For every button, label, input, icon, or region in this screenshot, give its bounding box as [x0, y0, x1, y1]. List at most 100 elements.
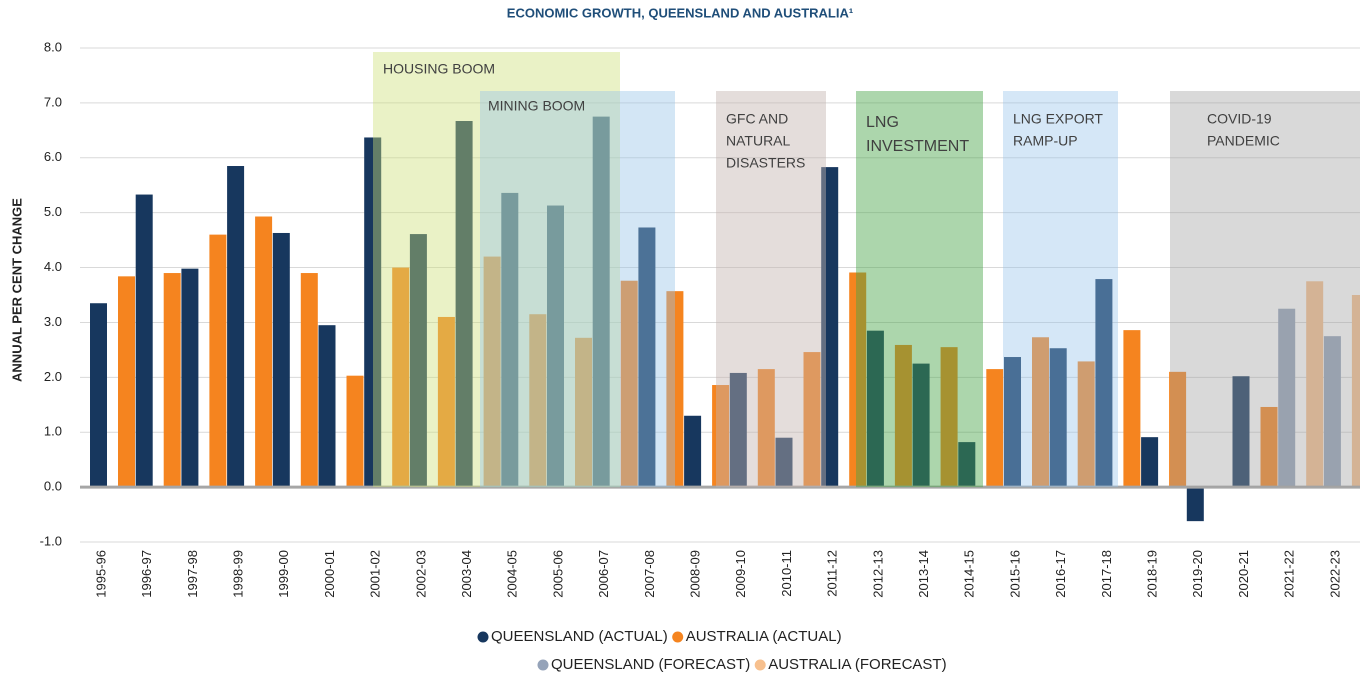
bar [483, 256, 501, 488]
x-tick-label: 2018-19 [1145, 550, 1160, 598]
x-tick-label: 2001-02 [368, 550, 383, 598]
bar [757, 369, 775, 488]
bar [392, 267, 410, 488]
bar [958, 442, 976, 488]
bar [803, 352, 821, 488]
legend-marker [672, 631, 684, 643]
y-tick-label: 0.0 [44, 479, 62, 494]
x-tick-label: 2022-23 [1327, 550, 1342, 598]
region-label: NATURAL [726, 133, 791, 149]
x-tick-label: 1998-99 [231, 550, 246, 598]
bar [1032, 337, 1049, 488]
region-label: GFC AND [726, 111, 788, 127]
bar [1351, 295, 1360, 488]
x-tick-label: 2000-01 [322, 550, 337, 598]
bar [1169, 371, 1187, 488]
bar [1323, 336, 1341, 488]
bar [866, 330, 884, 488]
x-tick-label: 2021-22 [1282, 550, 1297, 598]
bar [1186, 487, 1204, 522]
bar [272, 232, 290, 488]
x-tick-label: 2009-10 [733, 550, 748, 598]
y-tick-label: 4.0 [44, 259, 62, 274]
bar [894, 344, 912, 488]
region-label: RAMP-UP [1013, 133, 1078, 149]
y-tick-label: 5.0 [44, 204, 62, 219]
bar [986, 369, 1004, 488]
x-tick-label: 2011-12 [825, 550, 840, 597]
x-tick-label: 2013-14 [916, 550, 931, 598]
region-label: DISASTERS [726, 155, 805, 171]
bar [181, 268, 199, 488]
bar [940, 347, 958, 488]
x-tick-label: 2016-17 [1053, 550, 1068, 598]
x-tick-label: 2003-04 [459, 550, 474, 598]
bar [135, 194, 153, 488]
bar [684, 415, 702, 488]
bar [1260, 406, 1278, 488]
bar [255, 216, 273, 488]
y-axis-label: ANNUAL PER CENT CHANGE [9, 198, 24, 382]
x-tick-label: 2007-08 [642, 550, 657, 598]
y-tick-label: -1.0 [40, 533, 62, 548]
legend-label: AUSTRALIA (ACTUAL) [686, 628, 842, 645]
x-tick-label: 2002-03 [413, 550, 428, 598]
region [716, 91, 826, 488]
region-label: LNG EXPORT [1013, 111, 1103, 127]
bar [729, 372, 747, 488]
x-tick-label: 2008-09 [688, 550, 703, 598]
bar [529, 314, 547, 488]
bar [163, 273, 181, 488]
bar [1123, 330, 1141, 488]
bar [118, 276, 135, 488]
y-tick-label: 2.0 [44, 369, 62, 384]
bar [821, 167, 839, 488]
bar [666, 291, 684, 488]
x-tick-label: 1995-96 [93, 550, 108, 598]
x-tick-label: 2012-13 [870, 550, 885, 598]
x-tick-label: 1999-00 [276, 550, 291, 598]
bar [1004, 357, 1021, 488]
bar [712, 385, 730, 488]
bar [1049, 348, 1067, 488]
bar [364, 137, 382, 488]
bar [775, 437, 793, 488]
bar [1278, 308, 1296, 488]
y-tick-label: 8.0 [44, 39, 62, 54]
x-tick-label: 2010-11 [779, 550, 794, 597]
bar [849, 272, 867, 488]
x-tick-label: 2020-21 [1236, 550, 1251, 598]
bar [575, 337, 592, 488]
bar [90, 303, 107, 488]
bar [1077, 361, 1095, 488]
bar [318, 325, 336, 488]
x-tick-label: 2014-15 [962, 550, 977, 598]
chart-title: ECONOMIC GROWTH, QUEENSLAND AND AUSTRALI… [507, 5, 853, 20]
bar [912, 363, 930, 488]
region-label: COVID-19 [1207, 111, 1272, 127]
region [480, 91, 675, 488]
region [856, 91, 983, 488]
bar [455, 121, 473, 488]
x-tick-label: 1997-98 [185, 550, 200, 598]
legend-label: QUEENSLAND (FORECAST) [551, 656, 750, 673]
bar [501, 192, 519, 488]
bar [227, 166, 245, 488]
bar [300, 273, 318, 488]
x-tick-label: 2006-07 [596, 550, 611, 598]
region-label: INVESTMENT [866, 138, 969, 155]
bar [346, 375, 364, 488]
bar [409, 234, 427, 488]
bar [1232, 376, 1250, 488]
region-label: HOUSING BOOM [383, 61, 495, 77]
y-tick-label: 3.0 [44, 314, 62, 329]
legend-label: QUEENSLAND (ACTUAL) [491, 628, 668, 645]
x-tick-label: 2015-16 [1007, 550, 1022, 598]
legend-marker [477, 631, 489, 643]
region-label: LNG [866, 114, 899, 131]
bar [592, 116, 610, 488]
bar [209, 234, 227, 488]
bar [1306, 281, 1324, 488]
region [1003, 91, 1118, 488]
